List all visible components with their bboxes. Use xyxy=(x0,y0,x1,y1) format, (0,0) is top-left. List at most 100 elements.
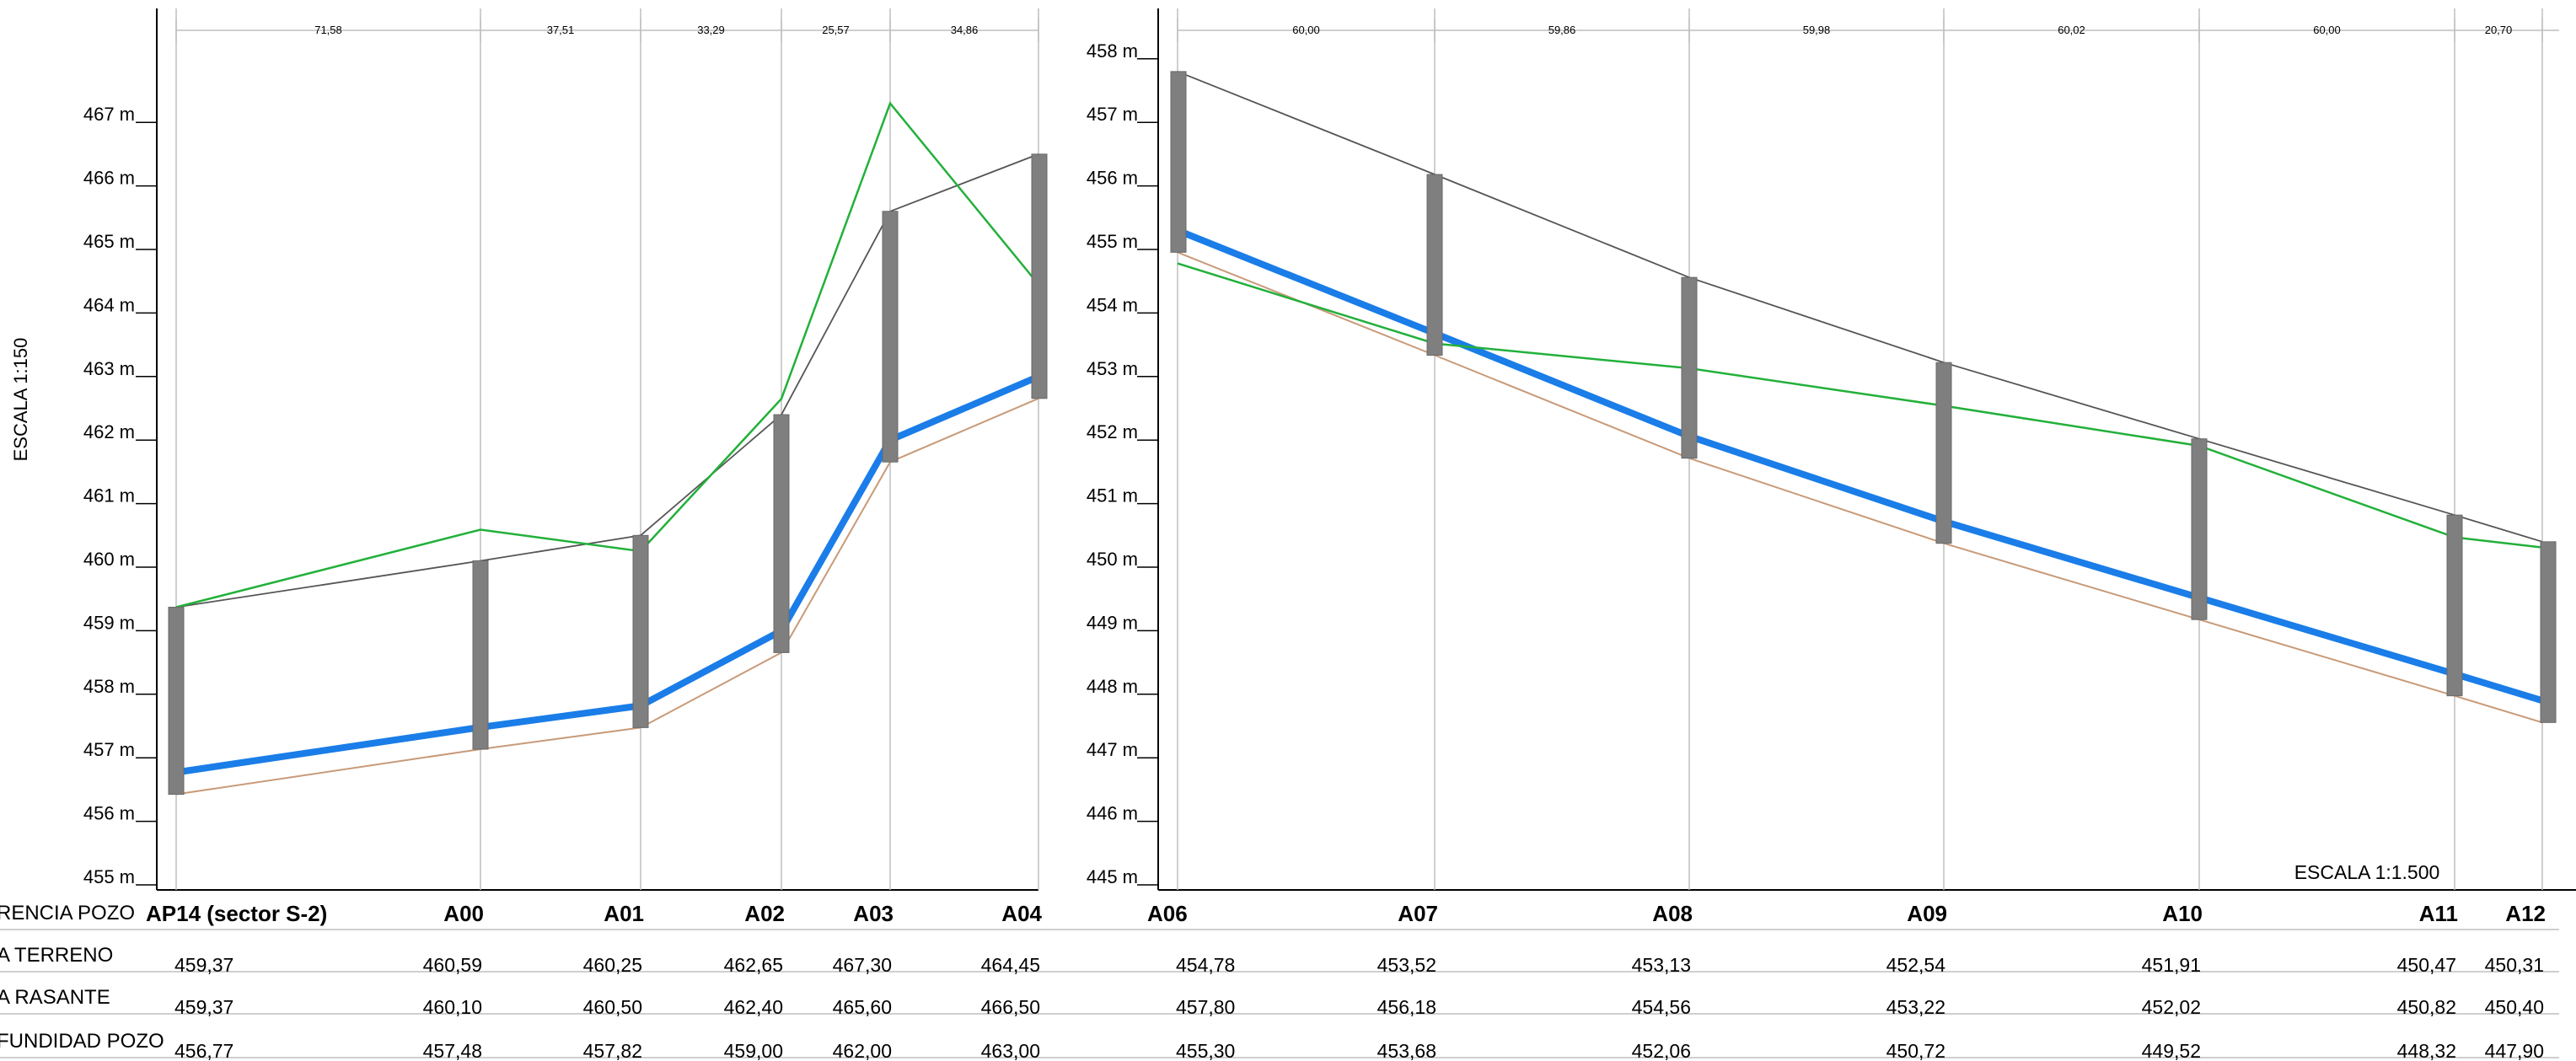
well-name: A07 xyxy=(1398,901,1438,926)
terrain-elevation-value: 464,45 xyxy=(981,954,1040,976)
segment-distance-label: 37,51 xyxy=(547,24,575,36)
terrain-elevation-value: 462,65 xyxy=(724,954,783,976)
rasante-elevation-value: 462,40 xyxy=(724,996,783,1018)
left-station-grid xyxy=(175,8,1039,890)
segment-distance-label: 60,00 xyxy=(2313,24,2341,36)
right-scale-label: ESCALA 1:1.500 xyxy=(2294,861,2440,883)
axis-tick-label: 450 m xyxy=(1087,549,1138,570)
rasante-elevation-value: 460,10 xyxy=(423,996,482,1018)
left-scale-label: ESCALA 1:150 xyxy=(10,338,31,462)
rasante-line xyxy=(1177,71,2543,543)
axis-tick-label: 457 m xyxy=(1087,104,1138,125)
axis-tick-label: 466 m xyxy=(83,168,135,189)
invert-depth-value: 450,72 xyxy=(1886,1040,1945,1061)
axis-tick-label: 457 m xyxy=(83,739,135,760)
axis-tick-label: 448 m xyxy=(1087,676,1138,697)
rasante-elevation-value: 450,40 xyxy=(2485,996,2544,1018)
terrain-elevation-value: 454,78 xyxy=(1176,954,1235,976)
terrain-elevation-value: 460,59 xyxy=(423,954,482,976)
profile-data-table: RENCIA POZO A TERRENO A RASANTE FUNDIDAD… xyxy=(0,901,2559,1061)
invert-depth-value: 457,82 xyxy=(583,1040,642,1061)
segment-distance-label: 59,98 xyxy=(1803,24,1831,36)
row-label-cota-terreno: A TERRENO xyxy=(0,944,113,967)
manhole-shaft xyxy=(882,211,899,463)
manhole-shaft xyxy=(2446,514,2463,697)
axis-tick-label: 465 m xyxy=(83,231,135,252)
well-name: A11 xyxy=(2419,901,2458,926)
manhole-shaft xyxy=(1426,174,1443,356)
axis-tick-label: 449 m xyxy=(1087,612,1138,633)
manhole-shaft xyxy=(168,607,185,796)
invert-depth-value: 452,06 xyxy=(1632,1040,1691,1061)
axis-tick-label: 461 m xyxy=(83,485,135,506)
row-label-profundidad-pozo: FUNDIDAD POZO xyxy=(0,1030,164,1053)
axis-tick-label: 460 m xyxy=(83,549,135,570)
well-name: A03 xyxy=(853,901,894,926)
axis-tick-label: 456 m xyxy=(1087,168,1138,189)
invert-depth-value: 463,00 xyxy=(981,1040,1040,1061)
row-label-referencia-pozo: RENCIA POZO xyxy=(0,902,135,924)
left-profile: ESCALA 1:150 455 m 456 m 457 m 458 m 459 m 46… xyxy=(10,8,1048,891)
terrain-elevation-value: 450,31 xyxy=(2485,954,2544,976)
axis-tick-label: 453 m xyxy=(1087,358,1138,379)
axis-tick-label: 462 m xyxy=(83,421,135,442)
axis-tick-label: 454 m xyxy=(1087,294,1138,315)
rasante-elevation-value: 457,80 xyxy=(1176,996,1235,1018)
right-axis-ticks: 445 m 446 m 447 m 448 m 449 m 450 m 451 m 452 m… xyxy=(1087,40,1158,887)
axis-tick-label: 447 m xyxy=(1087,739,1138,760)
segment-distance-label: 25,57 xyxy=(822,24,850,36)
axis-tick-label: 464 m xyxy=(83,294,135,315)
axis-tick-label: 455 m xyxy=(83,866,135,887)
terrain-elevation-value: 450,47 xyxy=(2397,954,2456,976)
rasante-elevation-value: 456,18 xyxy=(1377,996,1436,1018)
rasante-elevation-value: 452,02 xyxy=(2142,996,2201,1018)
manhole-shaft xyxy=(472,560,489,750)
left-axis-ticks: 455 m 456 m 457 m 458 m 459 m 460 m 461 m 462 m… xyxy=(83,104,157,887)
well-name: A02 xyxy=(744,901,785,926)
terrain-line xyxy=(175,101,1039,608)
manhole-shaft xyxy=(2191,438,2208,620)
manhole-shaft xyxy=(773,414,790,653)
well-name: A12 xyxy=(2505,901,2546,926)
invert-depth-value: 449,52 xyxy=(2142,1040,2201,1061)
segment-distance-label: 60,02 xyxy=(2058,24,2085,36)
manhole-shaft xyxy=(1935,362,1952,544)
invert-depth-value: 455,30 xyxy=(1176,1040,1235,1061)
well-name: A08 xyxy=(1652,901,1693,926)
axis-tick-label: 452 m xyxy=(1087,421,1138,442)
right-profile: ESCALA 1:1.500 445 m 446 m 447 m 448 m 449 m… xyxy=(1087,8,2576,891)
well-name: A04 xyxy=(1001,901,1042,926)
axis-tick-label: 455 m xyxy=(1087,231,1138,252)
well-name: A10 xyxy=(2162,901,2203,926)
invert-depth-value: 459,00 xyxy=(724,1040,783,1061)
table-cells: AP14 (sector S-2) 459,37 459,37 456,77 A00 46… xyxy=(146,901,2546,1061)
axis-tick-label: 445 m xyxy=(1087,866,1138,887)
segment-distance-label: 71,58 xyxy=(314,24,342,36)
invert-depth-value: 448,32 xyxy=(2397,1040,2456,1061)
well-name: A06 xyxy=(1147,901,1188,926)
right-distance-labels: 60,00 59,86 59,98 60,02 60,00 20,70 xyxy=(1292,24,2512,36)
rasante-elevation-value: 465,60 xyxy=(833,996,892,1018)
terrain-elevation-value: 453,52 xyxy=(1377,954,1436,976)
right-profile-lines xyxy=(1176,71,2544,724)
axis-tick-label: 456 m xyxy=(83,803,135,824)
segment-distance-label: 20,70 xyxy=(2485,24,2513,36)
manhole-shaft xyxy=(1170,71,1187,253)
invert-depth-value: 453,68 xyxy=(1377,1040,1436,1061)
terrain-elevation-value: 460,25 xyxy=(583,954,642,976)
well-name: A00 xyxy=(443,901,484,926)
terrain-elevation-value: 467,30 xyxy=(833,954,892,976)
segment-distance-label: 59,86 xyxy=(1548,24,1576,36)
rasante-line xyxy=(175,153,1039,608)
rasante-elevation-value: 454,56 xyxy=(1632,996,1691,1018)
pipe-invert-line xyxy=(175,397,1039,796)
terrain-elevation-value: 452,54 xyxy=(1886,954,1946,976)
right-station-grid xyxy=(1177,8,2543,890)
invert-depth-value: 447,90 xyxy=(2485,1040,2544,1061)
terrain-elevation-value: 453,13 xyxy=(1632,954,1691,976)
well-name: A01 xyxy=(604,901,644,926)
terrain-line xyxy=(1177,262,2543,549)
well-name: AP14 (sector S-2) xyxy=(146,901,327,926)
pipe-invert-line xyxy=(1177,251,2543,724)
rasante-elevation-value: 460,50 xyxy=(583,996,642,1018)
